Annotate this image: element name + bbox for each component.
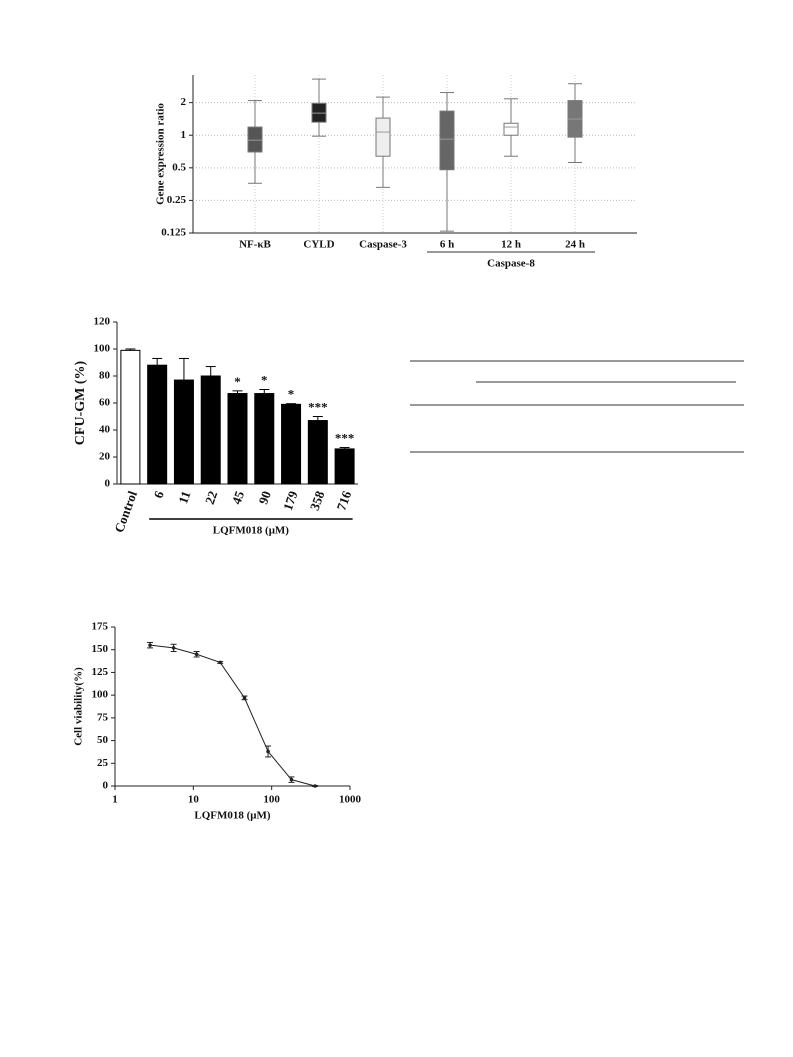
y-tick-label: 80 xyxy=(99,370,111,382)
x-tick-label: 24 h xyxy=(565,239,585,251)
x-tick-label: 90 xyxy=(255,489,274,506)
group-label: LQFM018 (μM) xyxy=(213,525,290,537)
x-tick-label: 22 xyxy=(202,489,221,506)
y-tick-label: 100 xyxy=(94,343,111,355)
x-tick-label: 45 xyxy=(229,488,248,506)
y-tick-label: 50 xyxy=(97,734,109,746)
x-tick-label: 10 xyxy=(188,794,200,806)
line xyxy=(149,644,316,787)
significance: * xyxy=(288,387,295,402)
x-tick-label: 6 xyxy=(150,488,166,500)
y-tick-label: 125 xyxy=(92,666,109,678)
x-tick-label: Control xyxy=(111,489,140,535)
bar xyxy=(173,379,194,485)
box xyxy=(503,122,519,136)
x-axis-title: LQFM018 (μM) xyxy=(194,810,271,822)
bar xyxy=(120,349,141,485)
y-tick-label: 175 xyxy=(92,621,109,633)
significance: * xyxy=(261,372,268,387)
y-tick-label: 20 xyxy=(99,451,111,463)
x-tick-label: CYLD xyxy=(303,239,334,251)
y-tick-label: 0 xyxy=(103,780,109,792)
y-tick-label: 1 xyxy=(181,129,187,141)
point xyxy=(218,660,222,665)
bar xyxy=(200,375,221,485)
significance: * xyxy=(234,374,241,389)
x-tick-label: 179 xyxy=(280,488,301,512)
x-tick-label: 1000 xyxy=(339,794,362,806)
x-tick-label: 358 xyxy=(307,488,328,512)
x-tick-label: 6 h xyxy=(440,239,454,251)
y-tick-label: 25 xyxy=(97,757,109,769)
y-axis-title: Cell viability(%) xyxy=(73,667,85,746)
y-tick-label: 40 xyxy=(99,424,111,436)
y-tick-label: 0.125 xyxy=(161,227,186,239)
point xyxy=(194,652,199,657)
y-tick-label: 120 xyxy=(94,316,111,328)
bar xyxy=(147,364,168,485)
point xyxy=(242,696,247,700)
x-tick-label: Caspase-3 xyxy=(359,239,407,251)
bar xyxy=(254,393,275,485)
bar xyxy=(307,420,328,485)
y-tick-label: 0.25 xyxy=(167,194,187,206)
point xyxy=(289,777,294,782)
y-tick-label: 2 xyxy=(181,96,187,108)
y-tick-label: 75 xyxy=(97,711,109,723)
y-tick-label: 150 xyxy=(92,643,109,655)
y-tick-label: 60 xyxy=(99,397,111,409)
x-tick-label: NF-κB xyxy=(239,239,271,251)
bar xyxy=(281,403,302,485)
bar xyxy=(334,448,355,485)
box xyxy=(375,117,391,157)
x-tick-label: 12 h xyxy=(501,239,521,251)
x-tick-label: 716 xyxy=(333,488,354,512)
y-axis-title: CFU-GM (%) xyxy=(73,360,88,445)
point xyxy=(171,646,176,650)
point xyxy=(313,784,317,788)
point xyxy=(266,749,270,754)
box xyxy=(439,110,455,171)
y-axis-title: Gene expression ratio xyxy=(155,103,167,205)
significance: *** xyxy=(308,399,328,414)
y-tick-label: 100 xyxy=(92,689,109,701)
x-tick-label: 100 xyxy=(263,794,280,806)
point xyxy=(148,643,152,647)
x-tick-label: 11 xyxy=(175,489,193,506)
y-tick-label: 0.5 xyxy=(172,161,186,173)
y-tick-label: 0 xyxy=(105,478,111,490)
bar xyxy=(227,393,248,485)
significance: *** xyxy=(335,431,355,446)
x-tick-label: 1 xyxy=(112,794,118,806)
box xyxy=(247,126,263,153)
group-label: Caspase-8 xyxy=(487,258,535,270)
